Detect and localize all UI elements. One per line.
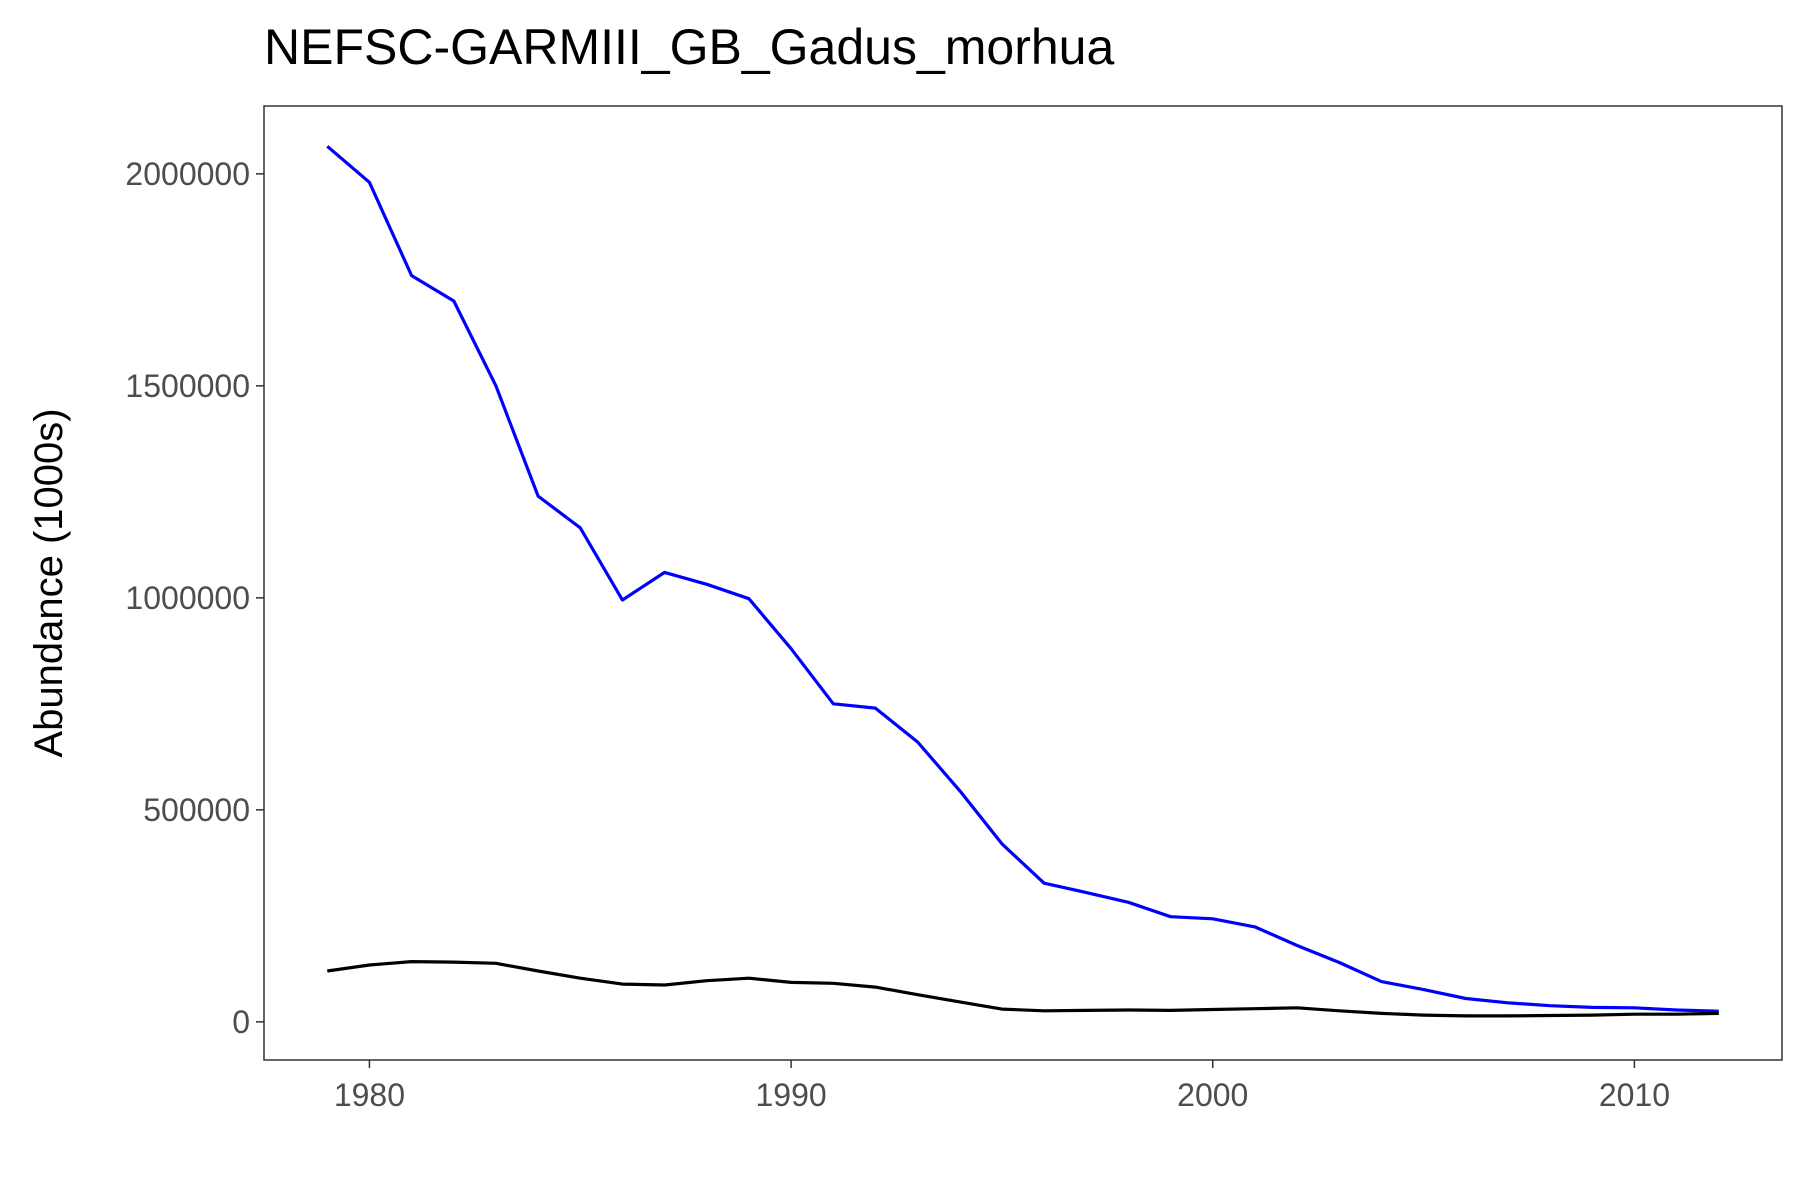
ticks-layer: 1980 1990 2000 2010 0 500000 1000000 1500000 200… (125, 156, 1670, 1113)
y-axis-title: Abundance (1000s) (27, 408, 71, 757)
y-tick-label: 1500000 (125, 368, 250, 404)
y-tick-label: 1000000 (125, 580, 250, 616)
chart-title: NEFSC-GARMIII_GB_Gadus_morhua (264, 19, 1115, 75)
y-tick-label: 2000000 (125, 156, 250, 192)
x-tick-label: 2000 (1177, 1077, 1248, 1113)
series-line-0 (326, 145, 1719, 1013)
series-layer (326, 145, 1719, 1018)
x-tick-label: 2010 (1599, 1077, 1670, 1113)
x-tick-label: 1990 (755, 1077, 826, 1113)
plot-panel-border (263, 105, 1783, 1061)
series-line-1 (327, 959, 1719, 1018)
x-tick-label: 1980 (334, 1077, 405, 1113)
y-tick-label: 500000 (143, 792, 250, 828)
y-tick-label: 0 (232, 1004, 250, 1040)
